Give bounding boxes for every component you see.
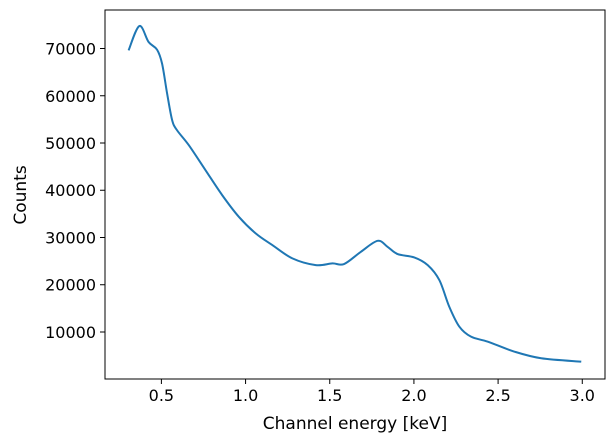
series-line	[127, 25, 582, 363]
x-tick-label: 1.0	[233, 386, 258, 405]
x-tick-label: 2.0	[401, 386, 426, 405]
x-tick-label: 2.5	[485, 386, 510, 405]
y-tick-label: 10000	[45, 323, 96, 342]
y-axis-label: Counts	[11, 165, 31, 224]
y-tick-label: 70000	[45, 40, 96, 59]
x-tick-label: 3.0	[570, 386, 595, 405]
y-tick-label: 50000	[45, 134, 96, 153]
x-axis-label: Channel energy [keV]	[263, 414, 447, 434]
y-tick-label: 40000	[45, 181, 96, 200]
y-tick-label: 60000	[45, 87, 96, 106]
x-tick-label: 1.5	[317, 386, 342, 405]
y-tick-label: 30000	[45, 228, 96, 247]
y-tick-label: 20000	[45, 276, 96, 295]
x-tick-label: 0.5	[149, 386, 174, 405]
plot-frame	[104, 9, 606, 380]
